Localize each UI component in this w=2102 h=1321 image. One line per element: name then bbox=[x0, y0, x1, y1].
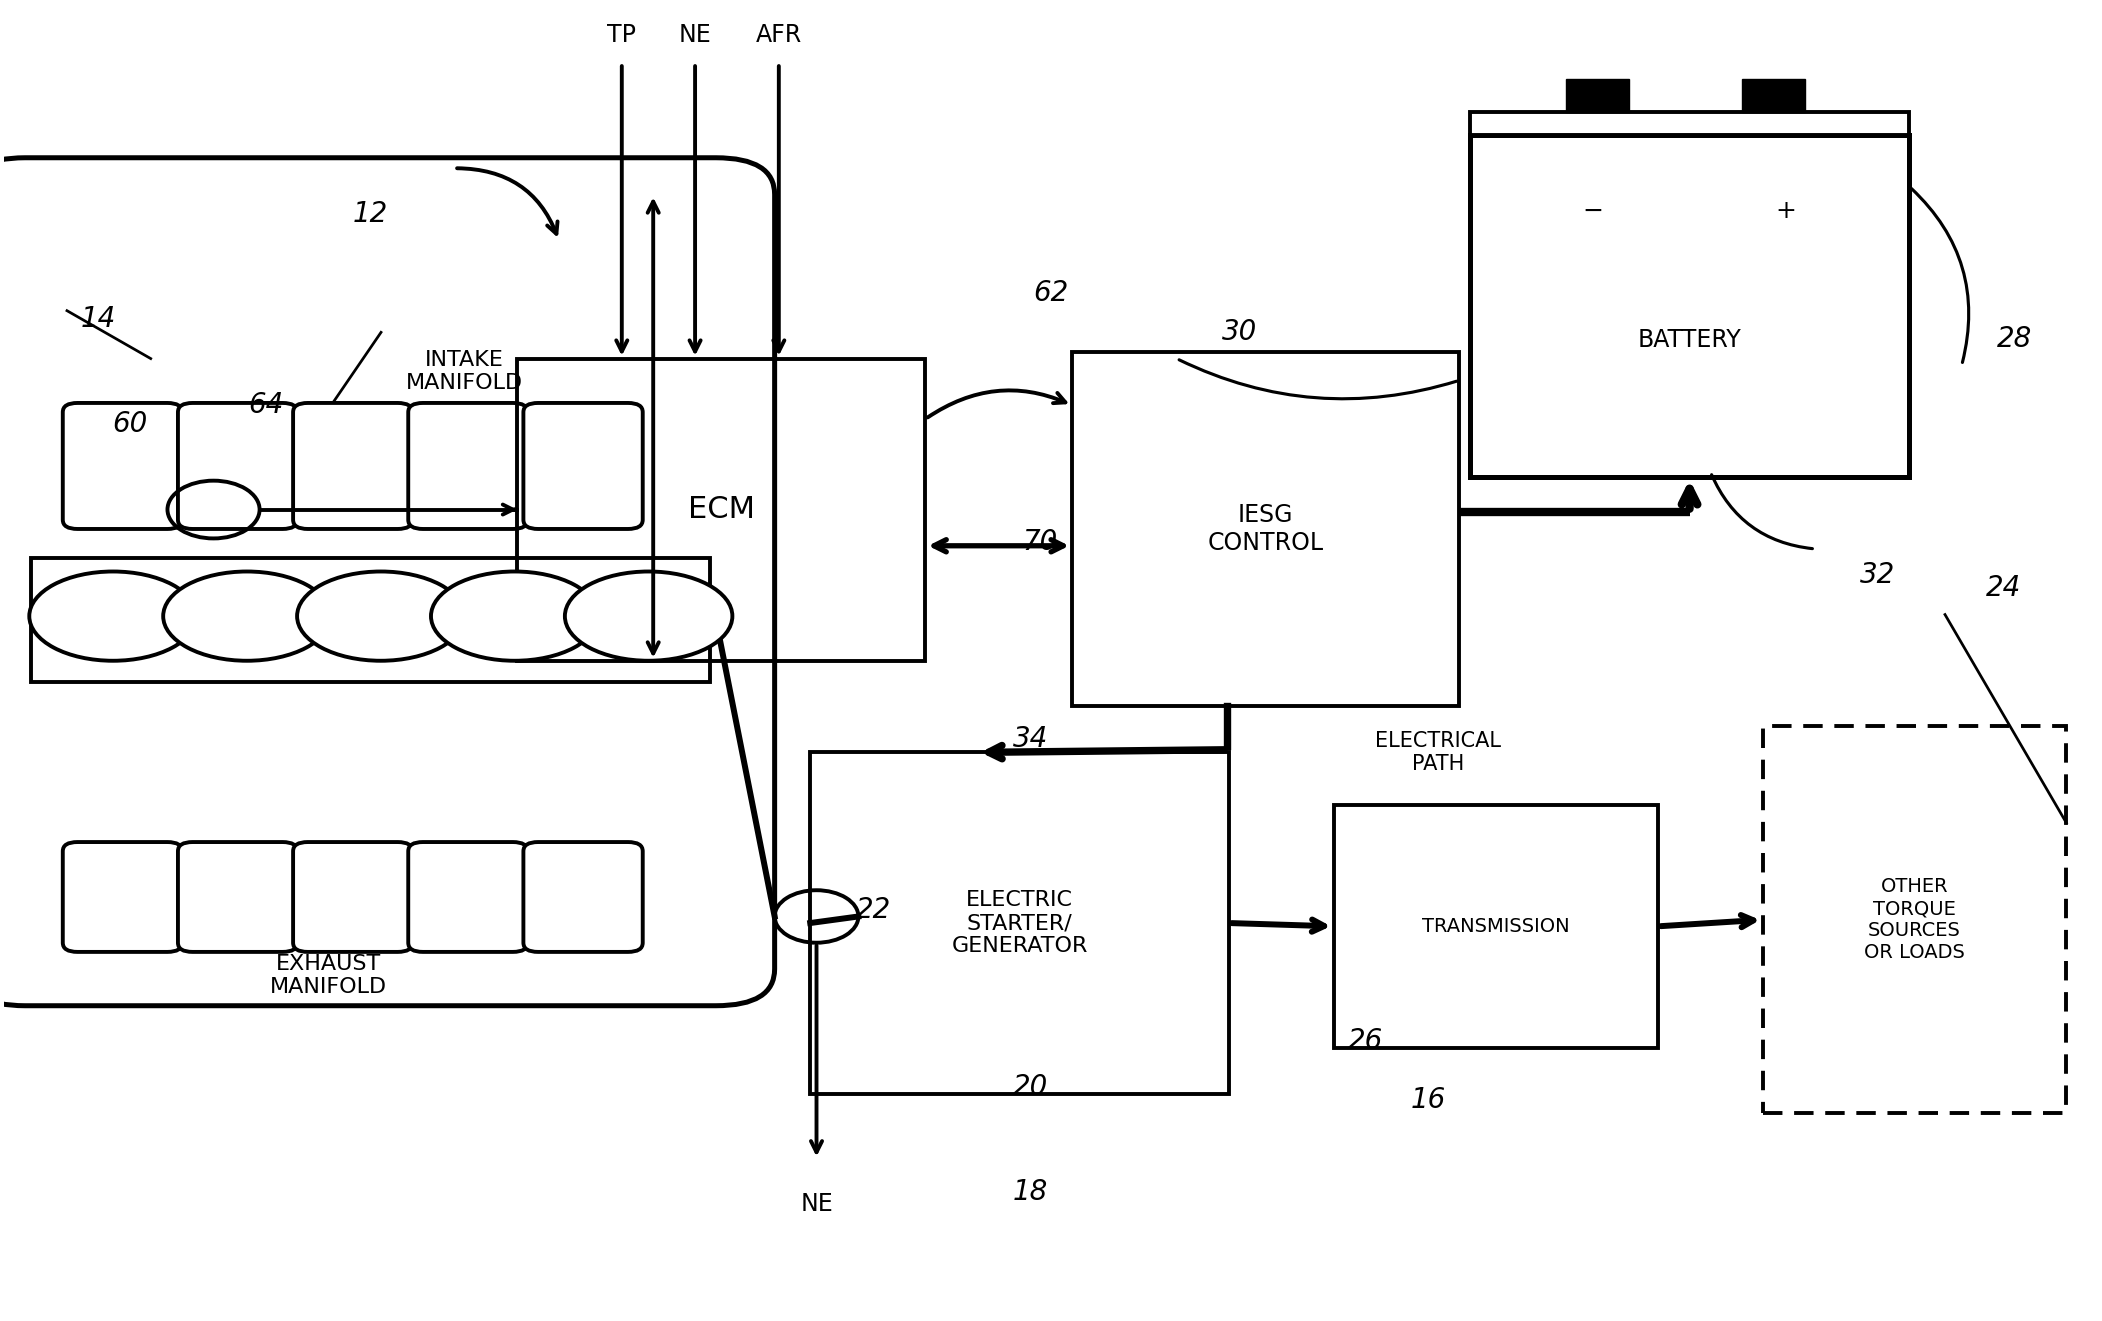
Bar bbox=[1469, 136, 1909, 477]
Text: ELECTRIC
STARTER/
GENERATOR: ELECTRIC STARTER/ GENERATOR bbox=[952, 890, 1087, 956]
Text: 14: 14 bbox=[80, 305, 116, 333]
FancyBboxPatch shape bbox=[523, 403, 643, 528]
FancyBboxPatch shape bbox=[179, 841, 296, 952]
Text: 20: 20 bbox=[1013, 1073, 1047, 1102]
Bar bbox=[1566, 79, 1629, 112]
Text: 32: 32 bbox=[1860, 561, 1896, 589]
Text: −: − bbox=[1583, 198, 1604, 222]
FancyBboxPatch shape bbox=[408, 403, 528, 528]
FancyArrowPatch shape bbox=[456, 168, 557, 234]
Text: EXHAUST
MANIFOLD: EXHAUST MANIFOLD bbox=[271, 954, 387, 997]
Ellipse shape bbox=[431, 572, 599, 660]
Text: ECM: ECM bbox=[687, 495, 755, 524]
FancyBboxPatch shape bbox=[63, 841, 183, 952]
Text: OTHER
TORQUE
SOURCES
OR LOADS: OTHER TORQUE SOURCES OR LOADS bbox=[1864, 877, 1965, 962]
FancyBboxPatch shape bbox=[63, 403, 183, 528]
Text: TRANSMISSION: TRANSMISSION bbox=[1423, 917, 1570, 935]
FancyArrowPatch shape bbox=[927, 391, 1066, 417]
Text: 30: 30 bbox=[1221, 318, 1257, 346]
Text: 28: 28 bbox=[1997, 325, 2033, 353]
Bar bbox=[517, 358, 925, 660]
FancyBboxPatch shape bbox=[0, 157, 776, 1005]
Ellipse shape bbox=[296, 572, 465, 660]
Text: 70: 70 bbox=[1024, 528, 1057, 556]
FancyBboxPatch shape bbox=[179, 403, 296, 528]
Text: 34: 34 bbox=[1013, 725, 1047, 753]
Bar bbox=[1072, 351, 1459, 707]
Text: BATTERY: BATTERY bbox=[1637, 328, 1740, 353]
Text: 24: 24 bbox=[1986, 575, 2022, 602]
Text: 64: 64 bbox=[248, 391, 284, 419]
Text: IESG
CONTROL: IESG CONTROL bbox=[1207, 503, 1324, 555]
Bar bbox=[1764, 727, 2066, 1114]
Bar bbox=[1743, 79, 1806, 112]
FancyBboxPatch shape bbox=[292, 841, 412, 952]
Text: NE: NE bbox=[801, 1192, 832, 1217]
Text: 18: 18 bbox=[1013, 1178, 1047, 1206]
FancyBboxPatch shape bbox=[523, 841, 643, 952]
Ellipse shape bbox=[29, 572, 198, 660]
Text: AFR: AFR bbox=[757, 24, 803, 48]
FancyArrowPatch shape bbox=[1711, 474, 1812, 548]
Text: NE: NE bbox=[679, 24, 710, 48]
Text: +: + bbox=[1776, 198, 1797, 222]
FancyBboxPatch shape bbox=[408, 841, 528, 952]
Text: 22: 22 bbox=[856, 896, 891, 923]
Bar bbox=[1333, 804, 1658, 1048]
Text: TP: TP bbox=[607, 24, 637, 48]
Ellipse shape bbox=[565, 572, 731, 660]
Bar bbox=[32, 557, 710, 683]
Text: 26: 26 bbox=[1347, 1028, 1383, 1055]
Bar bbox=[809, 753, 1230, 1094]
FancyBboxPatch shape bbox=[292, 403, 412, 528]
FancyArrowPatch shape bbox=[1911, 189, 1970, 362]
FancyArrowPatch shape bbox=[1179, 359, 1457, 399]
Text: 12: 12 bbox=[353, 201, 389, 229]
Ellipse shape bbox=[164, 572, 330, 660]
Bar bbox=[1469, 112, 1909, 136]
Text: INTAKE
MANIFOLD: INTAKE MANIFOLD bbox=[406, 350, 523, 394]
Text: 16: 16 bbox=[1410, 1086, 1446, 1114]
Text: 62: 62 bbox=[1034, 279, 1068, 306]
Text: 60: 60 bbox=[111, 411, 147, 439]
Text: ELECTRICAL
PATH: ELECTRICAL PATH bbox=[1375, 731, 1501, 774]
